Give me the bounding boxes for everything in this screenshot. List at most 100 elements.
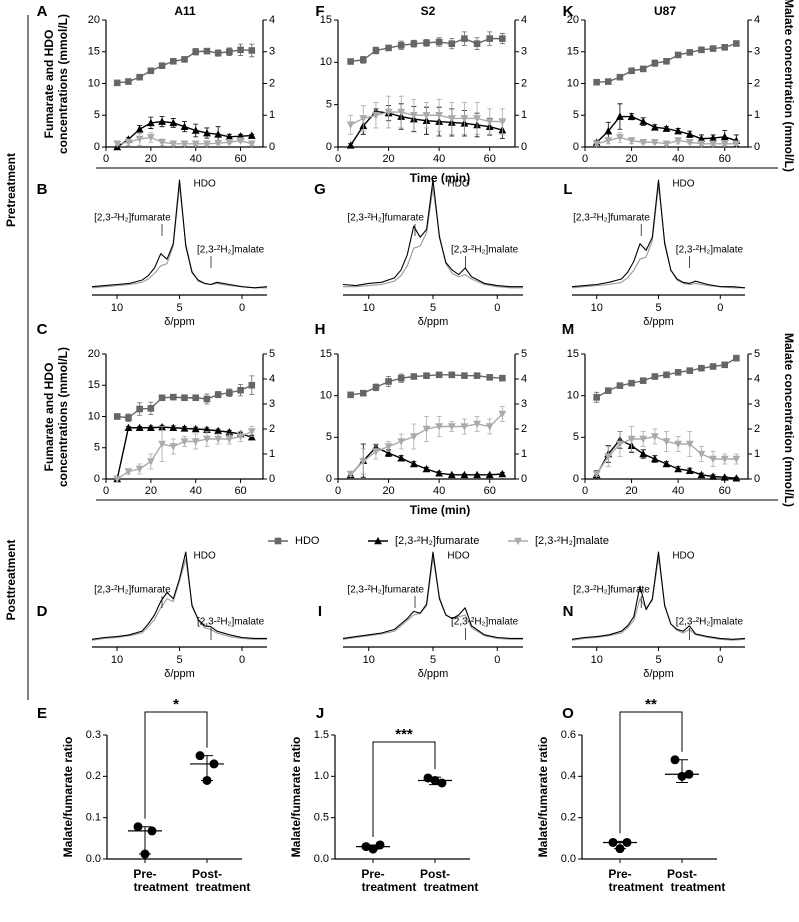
marker <box>169 443 178 451</box>
y2-tick-label: 4 <box>269 373 275 385</box>
x-tick-label: treatment <box>362 880 417 894</box>
y2-tick-label: 3 <box>269 46 275 58</box>
data-point <box>202 775 212 785</box>
x-tick-label: 10 <box>363 302 375 314</box>
x-tick-label: treatment <box>424 880 479 894</box>
peak-label: [2,3-²H₂]fumarate <box>347 585 424 596</box>
x-tick-label: 40 <box>672 153 684 165</box>
x-tick-label: 60 <box>719 485 731 497</box>
peak-label: [2,3-²H₂]malate <box>197 245 265 256</box>
x-tick-label: treatment <box>196 880 251 894</box>
marker <box>226 389 233 397</box>
marker <box>674 440 683 449</box>
y-tick-label: 15 <box>567 348 579 360</box>
panel-letter: O <box>562 705 574 722</box>
peak-label: [2,3-²H₂]fumarate <box>347 213 424 224</box>
marker <box>461 35 468 42</box>
data-point <box>361 842 371 852</box>
marker <box>593 394 600 401</box>
marker <box>359 458 368 466</box>
marker <box>135 125 144 133</box>
marker <box>147 67 155 75</box>
marker <box>485 470 494 479</box>
x-axis-label: δ/ppm <box>643 316 674 328</box>
y-tick-label: 5 <box>326 99 332 111</box>
marker <box>191 126 200 134</box>
marker <box>136 405 143 413</box>
marker <box>604 387 612 394</box>
legend-label: [2,3-²H₂]fumarate <box>395 535 479 547</box>
y2-axis-label: Malate concentration (mmol/L) <box>782 0 796 172</box>
marker <box>435 38 443 46</box>
y-tick-label: 5 <box>94 109 100 121</box>
marker <box>203 128 211 137</box>
marker <box>409 459 418 468</box>
marker <box>697 134 706 143</box>
y-axis-label: Malate/fumarate ratio <box>289 737 303 858</box>
y2-tick-label: 4 <box>521 373 527 385</box>
y2-tick-label: 4 <box>754 14 760 26</box>
marker <box>733 354 740 362</box>
panel-letter: B <box>37 181 48 198</box>
peak-label: HDO <box>672 551 694 562</box>
y-tick-label: 10 <box>88 410 100 422</box>
marker <box>720 132 729 141</box>
x-tick-label: 40 <box>433 485 445 497</box>
marker <box>135 135 144 144</box>
data-point <box>430 775 440 785</box>
x-tick-label: 60 <box>484 153 496 165</box>
y-axis-label: Malate/fumarate ratio <box>536 737 550 858</box>
y2-tick-label: 0 <box>269 141 275 153</box>
spectrum-line <box>342 551 523 639</box>
marker <box>237 386 244 394</box>
peak-label: [2,3-²H₂]malate <box>451 245 519 256</box>
marker <box>384 108 393 117</box>
marker <box>247 428 256 436</box>
data-point <box>423 773 433 783</box>
marker <box>448 371 456 379</box>
x-tick-label: 0 <box>335 153 341 165</box>
peak-label: [2,3-²H₂]malate <box>676 245 744 256</box>
marker <box>650 433 659 441</box>
x-axis-label: Time (min) <box>410 171 470 185</box>
marker <box>225 435 234 444</box>
marker <box>461 372 468 379</box>
marker <box>720 455 729 464</box>
marker <box>146 134 155 142</box>
marker <box>372 448 380 456</box>
y-axis-label: concentrations (mmol/L) <box>56 347 70 487</box>
marker <box>686 49 694 56</box>
marker <box>592 140 601 148</box>
x-axis-label: δ/ppm <box>418 668 449 680</box>
x-tick-label: 60 <box>234 485 246 497</box>
y2-tick-label: 2 <box>754 77 760 89</box>
marker <box>146 458 155 466</box>
marker <box>486 374 494 381</box>
data-point <box>195 751 205 761</box>
x-tick-label: Post- <box>420 867 450 881</box>
y-axis-label: Malate/fumarate ratio <box>61 737 75 858</box>
marker <box>709 140 717 148</box>
marker <box>347 391 354 399</box>
marker <box>616 112 624 120</box>
x-axis-label: δ/ppm <box>164 316 195 328</box>
marker <box>113 475 122 484</box>
y2-tick-label: 1 <box>521 448 527 460</box>
y2-tick-label: 3 <box>521 46 527 58</box>
marker <box>473 372 481 379</box>
y-tick-label: 10 <box>320 56 332 68</box>
marker <box>384 449 393 457</box>
y-tick-label: 20 <box>88 348 100 360</box>
marker <box>709 45 717 52</box>
x-tick-label: 10 <box>363 654 375 666</box>
marker <box>214 130 223 138</box>
y-tick-label: 0.1 <box>86 812 101 824</box>
marker <box>627 435 636 444</box>
marker <box>697 470 706 479</box>
marker <box>447 423 456 431</box>
y2-tick-label: 4 <box>521 14 527 26</box>
marker <box>650 138 659 147</box>
panel-letter: N <box>563 603 574 620</box>
axis-line <box>337 354 516 480</box>
marker <box>397 374 405 382</box>
